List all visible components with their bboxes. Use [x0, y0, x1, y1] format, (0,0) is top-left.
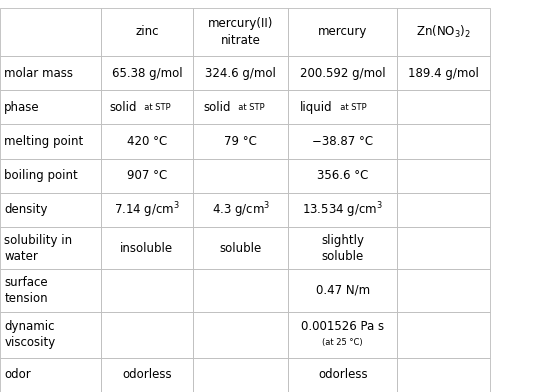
Bar — [397, 269, 490, 312]
Text: insoluble: insoluble — [120, 242, 174, 255]
Bar — [288, 159, 397, 193]
Bar — [193, 8, 288, 56]
Bar — [101, 269, 193, 312]
Text: 420 °C: 420 °C — [127, 135, 167, 148]
Text: 324.6 g/mol: 324.6 g/mol — [205, 67, 276, 80]
Text: 79 °C: 79 °C — [224, 135, 257, 148]
Text: at STP: at STP — [233, 103, 265, 112]
Bar — [288, 125, 397, 159]
Bar — [101, 312, 193, 358]
Text: at STP: at STP — [139, 103, 171, 112]
Text: 200.592 g/mol: 200.592 g/mol — [300, 67, 386, 80]
Text: solubility in
water: solubility in water — [4, 234, 72, 263]
Bar — [101, 56, 193, 90]
Bar — [288, 90, 397, 125]
Bar — [397, 193, 490, 227]
Bar — [193, 312, 288, 358]
Text: 65.38 g/mol: 65.38 g/mol — [112, 67, 182, 80]
Bar — [0, 159, 101, 193]
Bar — [0, 90, 101, 125]
Text: 4.3 g/cm$^3$: 4.3 g/cm$^3$ — [212, 200, 270, 220]
Text: molar mass: molar mass — [4, 67, 73, 80]
Text: liquid: liquid — [300, 101, 333, 114]
Bar — [0, 125, 101, 159]
Bar — [193, 159, 288, 193]
Bar — [193, 56, 288, 90]
Bar — [101, 8, 193, 56]
Bar — [288, 227, 397, 269]
Bar — [193, 358, 288, 392]
Text: mercury(II)
nitrate: mercury(II) nitrate — [208, 17, 274, 47]
Bar — [193, 269, 288, 312]
Bar — [397, 56, 490, 90]
Text: 0.001526 Pa s: 0.001526 Pa s — [301, 320, 384, 333]
Text: (at 25 °C): (at 25 °C) — [323, 338, 363, 347]
Text: solid: solid — [109, 101, 137, 114]
Text: solid: solid — [203, 101, 231, 114]
Bar — [0, 193, 101, 227]
Bar — [0, 358, 101, 392]
Bar — [397, 8, 490, 56]
Bar — [193, 227, 288, 269]
Bar — [397, 358, 490, 392]
Text: Zn(NO$_3$)$_2$: Zn(NO$_3$)$_2$ — [416, 24, 471, 40]
Bar — [193, 125, 288, 159]
Text: 907 °C: 907 °C — [127, 169, 167, 182]
Text: dynamic
viscosity: dynamic viscosity — [4, 320, 55, 349]
Text: 356.6 °C: 356.6 °C — [317, 169, 368, 182]
Text: 0.47 N/m: 0.47 N/m — [316, 284, 370, 297]
Text: odorless: odorless — [318, 368, 368, 381]
Text: density: density — [4, 203, 48, 216]
Bar — [101, 125, 193, 159]
Bar — [101, 159, 193, 193]
Bar — [288, 8, 397, 56]
Bar — [397, 125, 490, 159]
Text: odor: odor — [4, 368, 31, 381]
Bar — [397, 312, 490, 358]
Bar — [288, 193, 397, 227]
Bar — [0, 8, 101, 56]
Bar — [101, 90, 193, 125]
Bar — [288, 358, 397, 392]
Bar — [101, 193, 193, 227]
Text: zinc: zinc — [135, 25, 159, 38]
Bar — [288, 312, 397, 358]
Text: −38.87 °C: −38.87 °C — [312, 135, 373, 148]
Text: phase: phase — [4, 101, 40, 114]
Bar — [288, 56, 397, 90]
Text: boiling point: boiling point — [4, 169, 78, 182]
Text: melting point: melting point — [4, 135, 84, 148]
Bar — [0, 56, 101, 90]
Bar — [397, 227, 490, 269]
Bar — [101, 227, 193, 269]
Bar — [193, 90, 288, 125]
Text: mercury: mercury — [318, 25, 367, 38]
Text: 189.4 g/mol: 189.4 g/mol — [408, 67, 479, 80]
Bar — [101, 358, 193, 392]
Text: 13.534 g/cm$^3$: 13.534 g/cm$^3$ — [302, 200, 383, 220]
Text: at STP: at STP — [335, 103, 367, 112]
Bar — [193, 193, 288, 227]
Bar — [288, 269, 397, 312]
Text: 7.14 g/cm$^3$: 7.14 g/cm$^3$ — [114, 200, 180, 220]
Bar — [0, 312, 101, 358]
Text: slightly
soluble: slightly soluble — [321, 234, 364, 263]
Text: odorless: odorless — [122, 368, 172, 381]
Bar — [0, 269, 101, 312]
Bar — [397, 90, 490, 125]
Bar — [0, 227, 101, 269]
Bar — [397, 159, 490, 193]
Text: surface
tension: surface tension — [4, 276, 48, 305]
Text: soluble: soluble — [220, 242, 262, 255]
